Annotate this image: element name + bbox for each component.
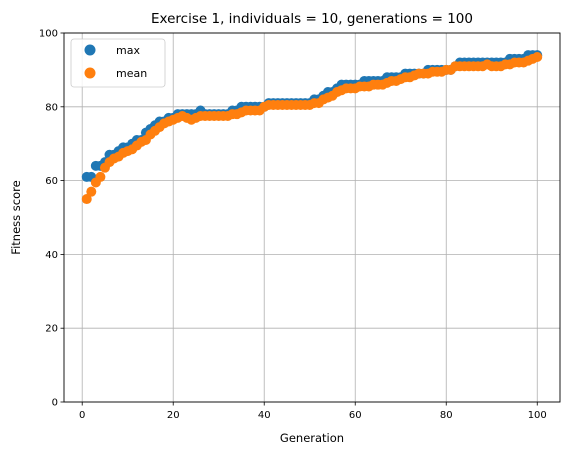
- y-axis-label: Fitness score: [9, 180, 23, 254]
- x-axis-label: Generation: [280, 431, 344, 445]
- y-tick-label: 60: [45, 176, 58, 187]
- data-point-mean: [81, 194, 92, 205]
- y-tick-label: 20: [45, 324, 58, 335]
- y-tick-label: 40: [45, 250, 58, 261]
- y-tick-label: 100: [39, 29, 58, 40]
- series-mean: [81, 51, 543, 205]
- legend-label-mean: mean: [116, 67, 147, 80]
- x-tick-label: 20: [167, 410, 180, 421]
- y-tick-label: 0: [52, 398, 58, 409]
- legend-marker-mean: [84, 67, 96, 79]
- data-point-mean: [95, 171, 106, 182]
- x-tick-label: 100: [528, 410, 547, 421]
- legend-label-max: max: [116, 44, 140, 57]
- legend-marker-max: [84, 44, 96, 56]
- data-point-mean: [86, 186, 97, 197]
- chart-title: Exercise 1, individuals = 10, generation…: [151, 11, 473, 27]
- x-tick-label: 60: [349, 410, 362, 421]
- x-tick-label: 0: [79, 410, 85, 421]
- axis-ticks: 0 20 40 60 80 100 0 20 40 60 80 100: [39, 29, 547, 422]
- plot-area-frame: [63, 32, 561, 403]
- y-tick-label: 80: [45, 102, 58, 113]
- x-tick-label: 80: [440, 410, 453, 421]
- data-points: [81, 50, 543, 205]
- data-point-mean: [532, 51, 543, 62]
- legend: max mean: [70, 38, 166, 88]
- x-tick-label: 40: [258, 410, 271, 421]
